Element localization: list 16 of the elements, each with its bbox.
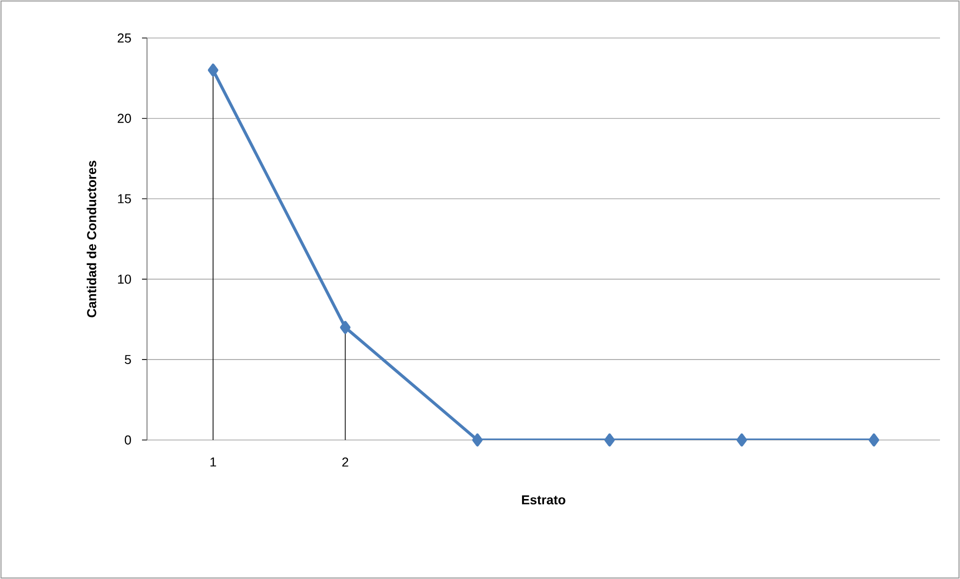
point [736, 433, 748, 446]
y-tick-label: 15 [118, 194, 131, 204]
x-tick-label: 1 [210, 458, 216, 466]
point [604, 433, 615, 446]
x-tick-label: 2 [342, 458, 348, 467]
point [472, 433, 483, 446]
y-tick-label: 10 [118, 274, 131, 284]
y-tick-label: 25 [118, 33, 131, 43]
y-axis-title: Cantidad de Conductores [86, 160, 96, 318]
point [208, 64, 218, 77]
y-tick-label: 0 [124, 435, 131, 445]
y-tick-label: 5 [124, 355, 131, 364]
point [868, 433, 880, 446]
x-axis-title: Estrato [522, 495, 566, 504]
point [340, 320, 351, 334]
y-tick-label: 20 [118, 114, 131, 123]
